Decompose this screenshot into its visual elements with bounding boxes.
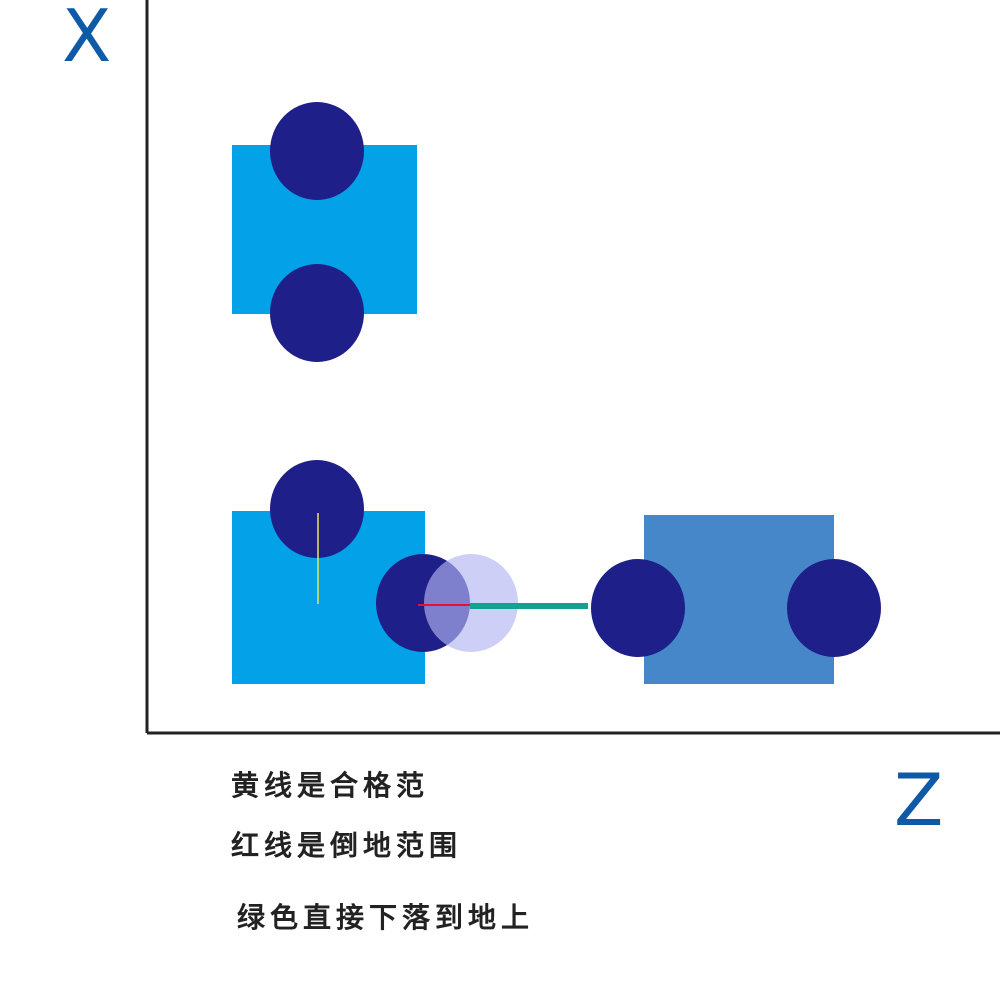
top-block-upper-circle xyxy=(270,102,364,200)
green-note: 绿色直接下落到地上 xyxy=(237,901,535,934)
x-axis-label: X xyxy=(62,0,112,78)
z-axis-label: Z xyxy=(894,758,944,842)
right-block-left-circle xyxy=(591,559,685,657)
yellow-line-note: 黄线是合格范 xyxy=(231,769,430,802)
bottom-left-upper-circle xyxy=(270,460,364,558)
right-block-right-circle xyxy=(787,559,881,657)
red-line-note: 红线是倒地范围 xyxy=(231,829,463,862)
top-block-lower-circle xyxy=(270,264,364,362)
